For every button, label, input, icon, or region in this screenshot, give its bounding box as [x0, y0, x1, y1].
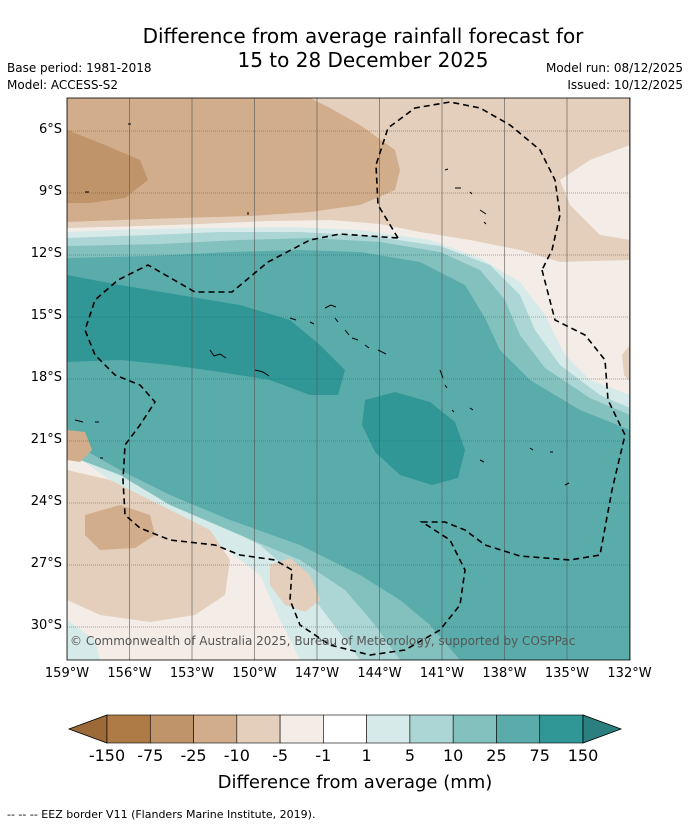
lat-label: 6°S	[38, 122, 62, 137]
colorbar-tick-label: -5	[272, 746, 289, 765]
colorbar-tick-label: 10	[442, 746, 464, 765]
colorbar-segment	[236, 714, 281, 744]
lon-label: 138°W	[482, 666, 527, 681]
colorbar-segment	[149, 714, 194, 744]
dry-south	[270, 558, 320, 612]
copyright-notice: © Commonwealth of Australia 2025, Bureau…	[70, 634, 576, 648]
islands	[74, 123, 570, 486]
colorbar-tick-label: -150	[88, 746, 126, 765]
wet-southwest-corner	[67, 620, 100, 660]
colorbar-tick-label: -75	[137, 746, 164, 765]
colorbar-segment	[539, 714, 584, 744]
colorbar-segment	[193, 714, 238, 744]
colorbar-segment	[279, 714, 324, 744]
colorbar-tick-label: 25	[486, 746, 507, 765]
colorbar-tick-label: -10	[223, 746, 250, 765]
title-line-1: Difference from average rainfall forecas…	[142, 24, 584, 48]
colorbar-segment	[323, 714, 367, 744]
island-chain-b	[209, 317, 315, 377]
colorbar	[67, 714, 623, 744]
island-chain-d	[439, 369, 570, 486]
island-chain-c	[444, 168, 487, 225]
lon-label: 150°W	[232, 666, 277, 681]
lon-label: 147°W	[294, 666, 340, 681]
model-name: Model: ACCESS-S2	[7, 78, 119, 92]
eez-footnote: -- -- -- EEZ border V11 (Flanders Marine…	[7, 808, 316, 821]
map-fields	[67, 98, 630, 660]
dry-sw-small	[67, 430, 92, 462]
wet-core-a	[67, 275, 345, 395]
colorbar-segment	[452, 714, 497, 744]
island-chain-e	[74, 123, 249, 459]
lat-label: 27°S	[30, 556, 62, 571]
dry-max-top	[67, 130, 148, 203]
chart-title: Difference from average rainfall forecas…	[0, 24, 690, 72]
meta-left: Base period: 1981-2018 Model: ACCESS-S2	[7, 60, 152, 94]
colorbar-low-extension	[67, 714, 108, 744]
colorbar-tick-label: 150	[567, 746, 599, 765]
colorbar-tick-label: -1	[315, 746, 332, 765]
lon-label: 159°W	[44, 666, 90, 681]
lat-label: 24°S	[30, 494, 62, 509]
lon-label: 141°W	[419, 666, 465, 681]
colorbar-high-extension	[582, 714, 623, 744]
lon-label: 144°W	[357, 666, 402, 681]
island-chain-a	[324, 304, 387, 355]
issued-date: Issued: 10/12/2025	[567, 78, 683, 92]
wet-core-b	[362, 392, 465, 485]
graticule	[67, 98, 630, 660]
colorbar-segment	[496, 714, 541, 744]
meta-right: Model run: 08/12/2025 Issued: 10/12/2025	[546, 60, 683, 94]
lat-label: 21°S	[30, 432, 62, 447]
lat-label: 30°S	[30, 618, 62, 633]
colorbar-tick-label: 1	[361, 746, 372, 765]
map-frame	[66, 97, 631, 661]
lat-label: 9°S	[38, 184, 62, 199]
lon-label: 156°W	[107, 666, 152, 681]
colorbar-segment	[106, 714, 151, 744]
title-line-2: 15 to 28 December 2025	[237, 48, 489, 72]
base-period: Base period: 1981-2018	[7, 61, 152, 75]
dry-sw-core	[85, 505, 155, 550]
lat-label: 12°S	[30, 246, 62, 261]
lat-label: 18°S	[30, 370, 62, 385]
colorbar-segment	[409, 714, 454, 744]
colorbar-tick-label: 5	[404, 746, 415, 765]
lon-label: 153°W	[169, 666, 215, 681]
lon-label: 135°W	[544, 666, 590, 681]
model-run: Model run: 08/12/2025	[545, 61, 683, 75]
dry-sw	[67, 470, 230, 622]
colorbar-tick-label: -25	[180, 746, 207, 765]
lat-label: 15°S	[30, 308, 62, 323]
colorbar-tick-label: 75	[529, 746, 550, 765]
colorbar-segment	[366, 714, 411, 744]
colorbar-title: Difference from average (mm)	[217, 772, 493, 793]
dry-east-edge	[622, 345, 630, 382]
lon-label: 132°W	[607, 666, 652, 681]
